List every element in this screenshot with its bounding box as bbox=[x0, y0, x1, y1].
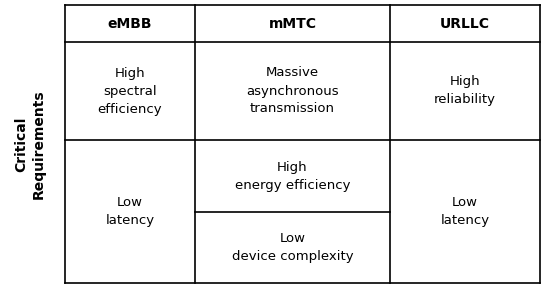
Text: Massive
asynchronous
transmission: Massive asynchronous transmission bbox=[246, 67, 339, 115]
Text: eMBB: eMBB bbox=[108, 16, 152, 31]
Text: URLLC: URLLC bbox=[440, 16, 490, 31]
Text: High
energy efficiency: High energy efficiency bbox=[235, 160, 350, 192]
Text: High
spectral
efficiency: High spectral efficiency bbox=[98, 67, 162, 115]
Text: mMTC: mMTC bbox=[269, 16, 317, 31]
Text: Critical
Requirements: Critical Requirements bbox=[14, 89, 46, 199]
Text: Low
latency: Low latency bbox=[440, 196, 490, 227]
Text: Low
device complexity: Low device complexity bbox=[232, 232, 353, 263]
Text: High
reliability: High reliability bbox=[434, 75, 496, 107]
Text: Low
latency: Low latency bbox=[106, 196, 155, 227]
